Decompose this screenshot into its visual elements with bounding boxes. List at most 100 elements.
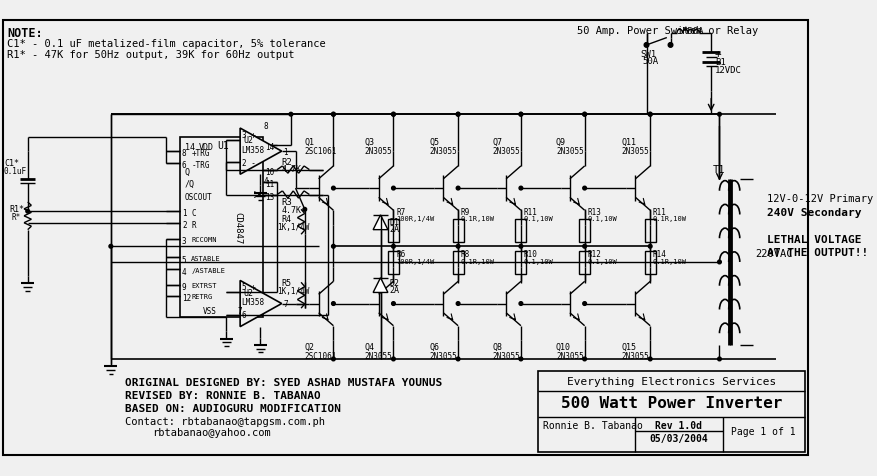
Text: C: C [191, 209, 196, 218]
Circle shape [667, 43, 672, 48]
Text: R5: R5 [282, 278, 291, 287]
Circle shape [717, 113, 721, 117]
Bar [644, 219, 655, 242]
Text: Q: Q [184, 168, 189, 177]
Circle shape [332, 245, 335, 248]
Bar [538, 371, 804, 452]
Text: 4: 4 [263, 177, 267, 186]
Circle shape [456, 113, 460, 117]
Bar [515, 219, 526, 242]
Text: R2: R2 [282, 158, 292, 166]
Text: 1: 1 [283, 147, 288, 156]
Text: U2: U2 [244, 288, 253, 297]
Text: R1* - 47K for 50Hz output, 39K for 60Hz output: R1* - 47K for 50Hz output, 39K for 60Hz … [7, 50, 295, 60]
Circle shape [647, 113, 652, 117]
Polygon shape [373, 216, 388, 230]
Text: +: + [714, 49, 721, 59]
Circle shape [518, 302, 522, 306]
Text: rbtabanao@yahoo.com: rbtabanao@yahoo.com [153, 427, 271, 437]
Text: R6: R6 [396, 249, 405, 258]
Text: VSS: VSS [203, 307, 217, 316]
Text: NOTE:: NOTE: [7, 28, 43, 40]
Text: R3: R3 [282, 198, 292, 207]
Bar [579, 251, 589, 274]
Text: 50 Amp. Power Switch or Relay: 50 Amp. Power Switch or Relay [576, 26, 758, 36]
Text: U2: U2 [244, 136, 253, 145]
Circle shape [518, 113, 522, 117]
Text: R11: R11 [652, 208, 667, 217]
Text: SW1: SW1 [639, 50, 655, 59]
Text: R7: R7 [396, 208, 405, 217]
Text: 7: 7 [283, 299, 288, 308]
Text: D1: D1 [389, 217, 399, 226]
Text: 2: 2 [182, 221, 186, 230]
Circle shape [647, 357, 652, 361]
Text: 0.1,10W: 0.1,10W [523, 259, 553, 265]
Text: BASED ON: AUDIOGURU MODIFICATION: BASED ON: AUDIOGURU MODIFICATION [125, 404, 340, 414]
Text: 1K,1/4W: 1K,1/4W [277, 287, 309, 296]
Text: C1* - 0.1 uF metalized-film capacitor, 5% tolerance: C1* - 0.1 uF metalized-film capacitor, 5… [7, 39, 325, 49]
Text: LM358: LM358 [241, 298, 264, 307]
Text: 2N3055: 2N3055 [555, 351, 583, 360]
Circle shape [647, 113, 652, 117]
Circle shape [582, 187, 586, 190]
Circle shape [391, 245, 395, 248]
Text: 14: 14 [265, 143, 274, 151]
Circle shape [582, 357, 586, 361]
Text: RETRG: RETRG [191, 294, 212, 300]
Text: 0.1R,10W: 0.1R,10W [652, 216, 686, 221]
Circle shape [391, 187, 395, 190]
Circle shape [109, 245, 112, 248]
Circle shape [332, 187, 335, 190]
Text: F50A: F50A [681, 28, 702, 36]
Circle shape [644, 43, 648, 48]
Text: Q3: Q3 [365, 138, 374, 147]
Bar [644, 251, 655, 274]
Polygon shape [239, 129, 282, 175]
Circle shape [582, 113, 586, 117]
Text: 3 +: 3 + [242, 130, 255, 139]
Circle shape [391, 113, 395, 117]
Circle shape [391, 302, 395, 306]
Text: /Q: /Q [184, 179, 195, 188]
Circle shape [518, 357, 522, 361]
Text: 0.1R,10W: 0.1R,10W [652, 259, 686, 265]
Circle shape [25, 210, 30, 214]
Text: T1: T1 [711, 165, 724, 175]
Text: R8: R8 [460, 249, 469, 258]
Text: 11: 11 [265, 179, 274, 188]
Circle shape [456, 357, 460, 361]
Text: 12VDC: 12VDC [714, 66, 741, 75]
Text: Q4: Q4 [365, 343, 374, 352]
Text: 0.1,10W: 0.1,10W [587, 259, 617, 265]
Circle shape [456, 113, 460, 117]
Text: R9: R9 [460, 208, 469, 217]
Text: R13: R13 [587, 208, 601, 217]
Bar [388, 251, 398, 274]
Text: R11: R11 [523, 208, 537, 217]
Circle shape [582, 302, 586, 306]
Text: 7: 7 [237, 307, 242, 316]
Text: 2N3055: 2N3055 [492, 351, 519, 360]
Polygon shape [239, 281, 282, 327]
Text: 50A: 50A [642, 57, 658, 66]
Circle shape [332, 357, 335, 361]
Text: R*: R* [11, 213, 20, 222]
Circle shape [518, 187, 522, 190]
Text: 220VAC: 220VAC [754, 248, 792, 258]
Text: 2A: 2A [389, 225, 399, 234]
Bar [388, 219, 398, 242]
Text: Everything Electronics Services: Everything Electronics Services [567, 376, 775, 386]
Text: 05/03/2004: 05/03/2004 [649, 433, 708, 443]
Text: Q7: Q7 [492, 138, 502, 147]
Circle shape [518, 113, 522, 117]
Circle shape [456, 245, 460, 248]
Bar [180, 138, 263, 317]
Text: 2N3055: 2N3055 [621, 146, 649, 155]
Circle shape [332, 113, 335, 117]
Circle shape [332, 113, 335, 117]
Text: 9: 9 [182, 283, 186, 292]
Text: -TRG: -TRG [191, 161, 210, 170]
Circle shape [303, 208, 306, 212]
Text: Q6: Q6 [429, 343, 439, 352]
